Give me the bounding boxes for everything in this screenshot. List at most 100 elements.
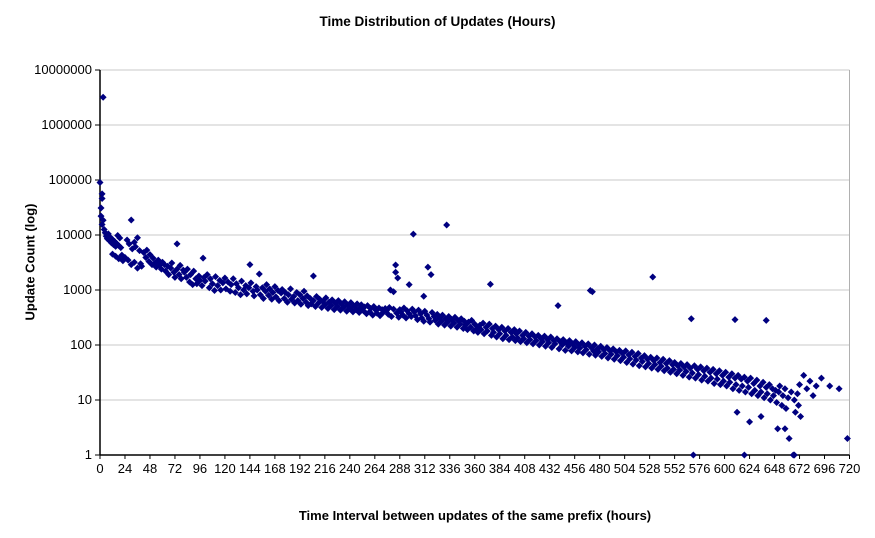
data-point <box>394 274 402 282</box>
data-point <box>420 292 428 300</box>
data-point <box>130 258 138 266</box>
data-point <box>645 360 653 368</box>
data-point <box>697 363 705 371</box>
x-tick-label: 120 <box>214 461 236 476</box>
y-tick-label: 10 <box>78 392 92 407</box>
data-point <box>217 286 225 294</box>
data-point <box>740 451 748 459</box>
data-point <box>275 297 283 305</box>
data-point <box>794 401 802 409</box>
data-point <box>409 230 417 238</box>
data-point <box>622 347 630 355</box>
x-tick-label: 528 <box>639 461 661 476</box>
data-point <box>221 274 229 282</box>
data-point <box>620 353 628 361</box>
data-point <box>119 257 127 265</box>
y-tick-label: 10000000 <box>34 62 92 77</box>
data-point <box>791 408 799 416</box>
y-tick-label: 1 <box>85 447 92 462</box>
data-point <box>757 388 765 396</box>
x-tick-label: 504 <box>614 461 636 476</box>
data-point <box>502 331 510 339</box>
y-tick-label: 100000 <box>49 172 92 187</box>
x-tick-label: 0 <box>96 461 103 476</box>
data-point <box>486 280 494 288</box>
x-tick-label: 480 <box>589 461 611 476</box>
data-point <box>551 340 559 348</box>
data-point <box>741 388 749 396</box>
data-point <box>269 289 277 297</box>
data-point <box>781 385 789 393</box>
x-tick-label: 408 <box>514 461 536 476</box>
data-point <box>538 338 546 346</box>
data-point <box>116 234 124 242</box>
data-point <box>96 179 104 187</box>
data-point <box>485 320 493 328</box>
data-point <box>99 93 107 101</box>
x-tick-label: 264 <box>364 461 386 476</box>
data-point <box>138 262 146 270</box>
data-point <box>689 451 697 459</box>
data-point <box>286 285 294 293</box>
data-point <box>489 328 497 336</box>
data-point <box>747 374 755 382</box>
data-point <box>255 270 263 278</box>
data-point <box>238 277 246 285</box>
data-point <box>751 386 759 394</box>
data-point <box>300 287 308 295</box>
x-tick-label: 216 <box>314 461 336 476</box>
data-point <box>211 286 219 294</box>
x-tick-label: 672 <box>789 461 811 476</box>
data-point <box>392 261 400 269</box>
data-point <box>775 388 783 396</box>
data-point <box>297 300 305 308</box>
data-point <box>806 377 814 385</box>
data-point <box>720 377 728 385</box>
data-point <box>790 396 798 404</box>
data-point <box>766 396 774 404</box>
data-point <box>243 290 251 298</box>
data-point <box>809 392 817 400</box>
data-point <box>763 390 771 398</box>
y-tick-label: 1000 <box>63 282 92 297</box>
data-point <box>796 381 804 389</box>
data-point <box>505 336 513 344</box>
data-point <box>659 355 667 363</box>
data-point <box>774 425 782 433</box>
data-point <box>651 361 659 369</box>
data-point <box>781 425 789 433</box>
data-point <box>576 344 584 352</box>
data-point <box>231 289 239 297</box>
data-point <box>201 277 209 285</box>
x-tick-label: 648 <box>764 461 786 476</box>
data-point <box>237 291 245 299</box>
data-point <box>776 382 784 390</box>
data-point <box>759 378 767 386</box>
data-point <box>387 312 395 320</box>
x-tick-label: 432 <box>539 461 561 476</box>
data-point <box>555 345 563 353</box>
data-point <box>483 327 491 335</box>
data-point <box>790 451 798 459</box>
data-point <box>212 273 220 281</box>
data-point <box>168 259 176 267</box>
data-point <box>797 413 805 421</box>
data-point <box>127 216 135 224</box>
data-point <box>205 284 213 292</box>
data-point <box>709 365 717 373</box>
data-point <box>190 267 198 275</box>
data-point <box>701 372 709 380</box>
data-point <box>284 291 292 299</box>
data-point <box>97 204 105 212</box>
data-point <box>826 382 834 390</box>
data-point <box>800 371 808 379</box>
data-point <box>206 275 214 283</box>
data-point <box>443 221 451 229</box>
data-point <box>787 388 795 396</box>
x-tick-label: 552 <box>664 461 686 476</box>
x-tick-label: 312 <box>414 461 436 476</box>
data-point <box>731 316 739 324</box>
data-point <box>745 383 753 391</box>
data-point <box>477 326 485 334</box>
x-tick-label: 696 <box>814 461 836 476</box>
